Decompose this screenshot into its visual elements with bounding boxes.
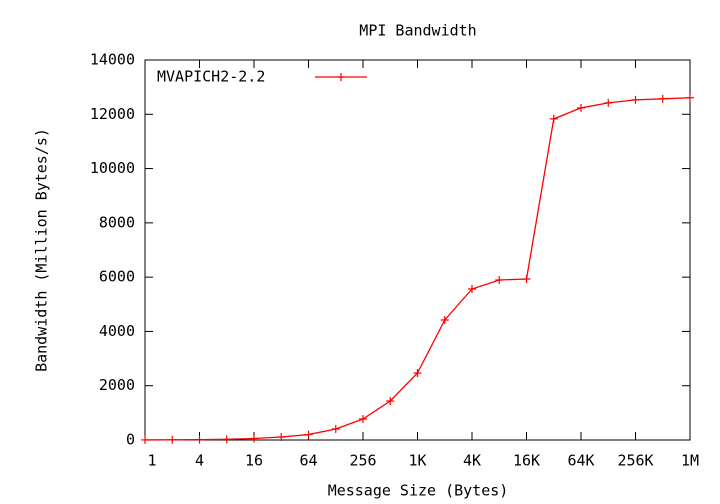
y-axis-label: Bandwidth (Million Bytes/s) [33, 128, 51, 372]
data-point [577, 103, 585, 112]
data-point [168, 435, 177, 444]
data-point [222, 435, 231, 444]
x-tick-label: 4 [195, 452, 204, 470]
data-point [250, 434, 258, 443]
x-tick-label: 64 [299, 452, 317, 470]
data-point [658, 94, 667, 103]
y-tick-label: 12000 [90, 105, 135, 123]
x-tick-label: 1K [408, 452, 426, 470]
x-tick-label: 256K [617, 452, 653, 470]
y-tick-label: 2000 [99, 376, 135, 394]
y-tick-label: 14000 [90, 51, 135, 69]
data-point [495, 275, 504, 284]
x-tick-label: 16 [245, 452, 263, 470]
data-point [686, 93, 694, 102]
x-axis-label: Message Size (Bytes) [328, 482, 509, 500]
data-point [304, 430, 313, 439]
y-tick-label: 10000 [90, 159, 135, 177]
data-point [277, 433, 286, 442]
y-tick-label: 4000 [99, 322, 135, 340]
y-tick-label: 8000 [99, 213, 135, 231]
x-tick-label: 256 [349, 452, 376, 470]
legend-label: MVAPICH2-2.2 [157, 68, 265, 86]
legend-marker [337, 73, 345, 81]
data-point [549, 114, 558, 123]
data-point [468, 285, 476, 294]
data-point [331, 425, 340, 434]
chart-title: MPI Bandwidth [359, 22, 476, 40]
data-point [604, 98, 613, 107]
data-point [141, 435, 149, 444]
data-point [359, 414, 367, 423]
x-tick-label: 16K [513, 452, 540, 470]
data-line [144, 97, 691, 441]
x-tick-label: 64K [567, 452, 594, 470]
data-point [413, 369, 422, 378]
data-point [386, 396, 395, 405]
x-tick-label: 1 [147, 452, 156, 470]
y-tick-label: 6000 [99, 268, 135, 286]
data-point [522, 275, 531, 284]
x-tick-label: 1M [681, 452, 699, 470]
data-point [195, 435, 204, 444]
data-point [440, 316, 449, 325]
plot-border [144, 59, 691, 441]
data-point [631, 95, 640, 104]
x-tick-label: 4K [463, 452, 481, 470]
y-tick-label: 0 [126, 431, 135, 449]
